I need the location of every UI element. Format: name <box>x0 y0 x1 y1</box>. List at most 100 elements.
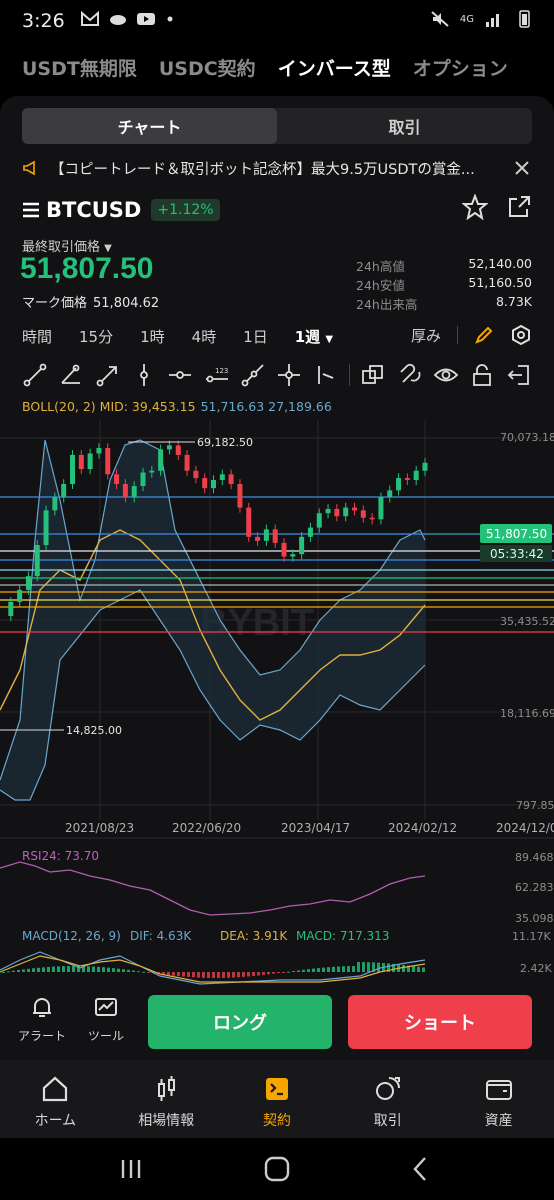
nav-trade[interactable]: 取引 <box>332 1060 443 1138</box>
exit-icon[interactable] <box>506 362 532 388</box>
star-icon[interactable] <box>462 194 488 220</box>
countdown-text: 05:33:42 <box>490 547 544 561</box>
gmail-icon <box>81 10 99 26</box>
macd-bar <box>42 967 45 972</box>
copy-layers-icon[interactable] <box>360 362 386 388</box>
home-button-icon[interactable] <box>262 1154 292 1184</box>
trade-tab-button[interactable]: 取引 <box>388 118 421 137</box>
macd-bar <box>12 970 15 972</box>
macd-bar <box>102 967 105 972</box>
interval-1h[interactable]: 1時 <box>140 327 165 346</box>
interval-1w[interactable]: 1週 ▼ <box>295 326 333 347</box>
nav-assets[interactable]: 資産 <box>443 1060 554 1138</box>
candle-body <box>219 474 225 480</box>
depth-button[interactable]: 厚み <box>410 326 441 345</box>
nav-home[interactable]: ホーム <box>0 1060 111 1138</box>
macd-dea: DEA: 3.91K <box>220 929 288 943</box>
boll-mid: BOLL(20, 2) MID: 39,453.15 <box>22 399 196 414</box>
macd-bar <box>222 972 225 978</box>
candle-body <box>149 470 155 473</box>
lock-icon[interactable] <box>469 362 495 388</box>
last-price-label[interactable]: 最終取引価格 ▼ <box>22 236 112 255</box>
candlestick-icon <box>158 1076 176 1101</box>
candle-body <box>193 470 199 479</box>
symbol-name[interactable]: BTCUSD <box>46 198 142 222</box>
candle-body <box>263 529 269 541</box>
price-chart[interactable]: BYBIT 69,182.50 14,825.00 70,073.18 35,4… <box>0 420 554 1010</box>
macd-bar <box>352 966 355 972</box>
chart-tab-button[interactable]: チャート <box>22 108 277 144</box>
stat-label: 24h高値 <box>356 259 405 274</box>
menu-icon[interactable] <box>22 201 40 219</box>
mute-icon <box>431 11 449 27</box>
ray-line-icon[interactable] <box>240 362 266 388</box>
candle-body <box>202 478 208 489</box>
long-button[interactable]: ロング <box>148 995 332 1049</box>
pencil-icon[interactable] <box>474 325 494 345</box>
announcement-text: 【コピートレード＆取引ボット記念杯】最大9.5万USDTの賞金... <box>50 161 475 178</box>
nav-contract[interactable]: 契約 <box>222 1060 333 1138</box>
macd-bar <box>262 972 265 975</box>
eye-icon[interactable] <box>433 362 459 388</box>
symbol-header: BTCUSD +1.12% <box>22 194 532 226</box>
interval-4h[interactable]: 4時 <box>191 327 217 346</box>
macd-dif: DIF: 4.63K <box>130 929 192 943</box>
divider <box>457 326 458 344</box>
recent-apps-icon[interactable] <box>116 1154 146 1184</box>
crosshair-icon[interactable] <box>276 362 302 388</box>
interval-time[interactable]: 時間 <box>22 327 53 346</box>
tab-inverse[interactable]: インバース型 <box>277 57 391 80</box>
24h-stats: 24h高値 52,140.00 24h安値 51,160.50 24h出来高 8.73… <box>356 256 532 313</box>
macd-bar <box>277 972 280 974</box>
horizontal-line-icon[interactable] <box>167 362 193 388</box>
macd-bar <box>327 967 330 972</box>
trend-line-icon[interactable] <box>22 362 48 388</box>
interval-1d[interactable]: 1日 <box>243 327 268 346</box>
arrow-line-icon[interactable] <box>95 362 121 388</box>
close-icon[interactable] <box>512 158 532 178</box>
angle-line-icon[interactable] <box>58 362 84 388</box>
nav-markets[interactable]: 相場情報 <box>111 1060 222 1138</box>
y-tick: 797.85 <box>516 799 554 812</box>
tab-usdc-contract[interactable]: USDC契約 <box>158 57 256 80</box>
signal-icon <box>486 14 499 27</box>
alert-button[interactable]: アラート <box>16 994 68 1044</box>
back-icon[interactable] <box>406 1154 436 1184</box>
nav-markets-label: 相場情報 <box>138 1113 195 1129</box>
settings-hex-icon[interactable] <box>510 324 532 346</box>
magnet-icon[interactable] <box>397 362 423 388</box>
macd-bar <box>122 969 125 972</box>
candle-body <box>43 510 49 546</box>
tool-button[interactable]: ツール <box>80 994 132 1044</box>
short-button[interactable]: ショート <box>348 995 532 1049</box>
macd-bar <box>77 966 80 972</box>
macd-bar <box>307 969 310 972</box>
macd-bar <box>417 966 420 972</box>
macd-bar <box>132 970 135 972</box>
candle-body <box>343 507 349 517</box>
macd-bar <box>57 966 60 972</box>
candle-body <box>369 517 375 520</box>
vertical-line-icon[interactable] <box>131 362 157 388</box>
mark-price-row: マーク価格 51,804.62 <box>22 292 159 311</box>
stat-value: 52,140.00 <box>468 256 532 271</box>
cursor-line-icon[interactable] <box>313 362 339 388</box>
interval-15m[interactable]: 15分 <box>79 327 114 346</box>
macd-bar <box>182 972 185 977</box>
macd-dea-line <box>0 955 426 983</box>
tab-options[interactable]: オプション <box>412 57 508 80</box>
tool-label: ツール <box>87 1029 124 1043</box>
stat-high: 24h高値 52,140.00 <box>356 256 532 275</box>
mark-price-label: マーク価格 <box>22 296 88 311</box>
candle-body <box>131 486 137 498</box>
boll-legend: BOLL(20, 2) MID: 39,453.15 51,716.63 27,1… <box>22 399 332 414</box>
tab-usdt-perpetual[interactable]: USDT無期限 <box>22 57 137 80</box>
price-line-icon[interactable]: 123 <box>204 362 230 388</box>
boll-dn: 27,189.66 <box>268 399 332 414</box>
candle-body <box>378 497 384 520</box>
macd-bar <box>67 966 70 972</box>
macd-bar <box>37 967 40 972</box>
announcement-bar[interactable]: 【コピートレード＆取引ボット記念杯】最大9.5万USDTの賞金... <box>22 154 532 182</box>
share-icon[interactable] <box>506 194 532 220</box>
macd-bar <box>227 972 230 978</box>
